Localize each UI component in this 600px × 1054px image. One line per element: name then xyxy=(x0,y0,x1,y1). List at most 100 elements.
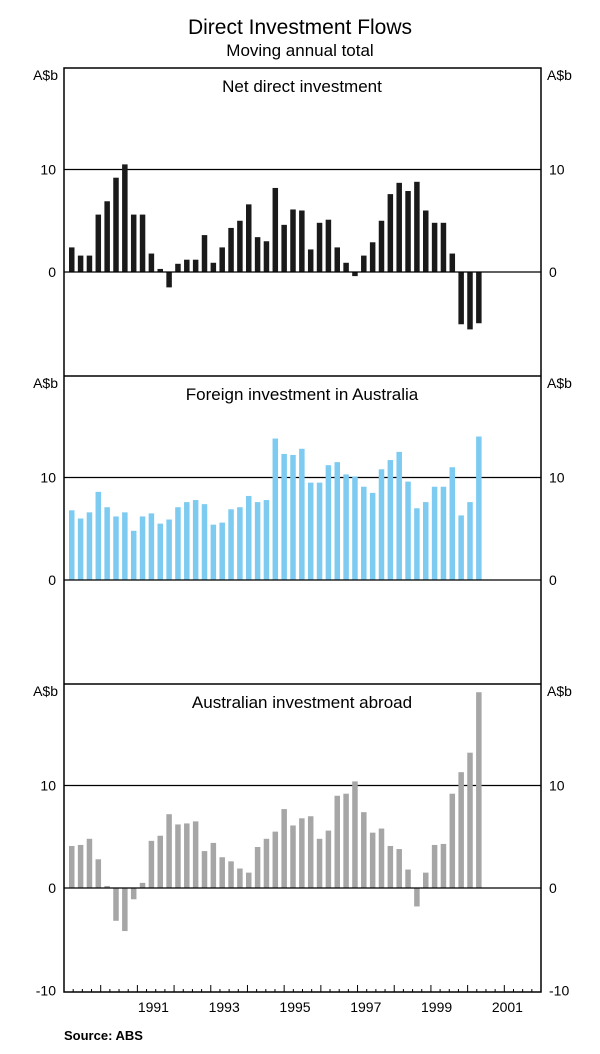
unit-label-right: A$b xyxy=(547,375,572,391)
panel-title: Net direct investment xyxy=(222,77,382,96)
bar xyxy=(307,249,314,272)
bar xyxy=(139,516,146,580)
unit-label-left: A$b xyxy=(33,683,58,699)
bar xyxy=(281,453,287,581)
bar xyxy=(361,255,367,272)
bar xyxy=(254,847,261,888)
bar xyxy=(476,436,482,580)
bar xyxy=(157,523,163,581)
bar xyxy=(467,272,473,330)
bar xyxy=(104,885,110,888)
chart-title: Direct Investment Flows xyxy=(188,16,412,39)
bar xyxy=(77,255,84,272)
unit-label-right: A$b xyxy=(547,67,572,83)
y-tick-right: 10 xyxy=(549,470,565,486)
bar xyxy=(148,253,155,272)
bar xyxy=(246,872,252,889)
bar xyxy=(307,482,314,581)
bar xyxy=(246,204,252,272)
bar xyxy=(476,692,482,889)
bar xyxy=(228,861,234,888)
bar xyxy=(440,222,447,272)
bar xyxy=(69,247,75,272)
bar xyxy=(263,241,270,272)
bar xyxy=(405,191,411,272)
bar xyxy=(467,752,473,888)
panel-title: Australian investment abroad xyxy=(192,693,412,712)
bar xyxy=(219,522,225,580)
bar xyxy=(458,772,464,888)
bar xyxy=(378,828,385,888)
bar xyxy=(157,835,163,888)
bar xyxy=(281,809,287,888)
bar xyxy=(263,838,270,888)
bar xyxy=(299,818,305,888)
y-tick-right: 10 xyxy=(549,778,565,794)
bar xyxy=(290,825,296,888)
bar xyxy=(272,187,279,272)
bar xyxy=(431,222,438,272)
panel-title: Foreign investment in Australia xyxy=(186,385,419,404)
bar xyxy=(405,481,411,580)
bar xyxy=(316,222,323,272)
bar xyxy=(210,842,217,888)
bar xyxy=(396,451,402,581)
bar xyxy=(272,831,279,889)
bar xyxy=(86,512,93,580)
bar xyxy=(69,510,75,580)
bar xyxy=(86,838,93,888)
bar xyxy=(254,237,261,272)
bar xyxy=(449,253,456,272)
bar xyxy=(378,220,385,272)
bar xyxy=(175,263,181,272)
bar xyxy=(414,508,420,580)
y-tick-right: 0 xyxy=(549,572,557,588)
bar xyxy=(440,486,447,580)
bar xyxy=(139,882,146,889)
chart-subtitle: Moving annual total xyxy=(226,41,373,60)
x-tick-label: 1999 xyxy=(421,999,452,1015)
bar xyxy=(458,272,464,325)
bar xyxy=(148,513,155,581)
y-tick-left: 10 xyxy=(40,778,56,794)
bar xyxy=(387,460,394,580)
bar xyxy=(361,486,367,580)
bar xyxy=(396,849,402,888)
bar xyxy=(405,869,411,888)
bar xyxy=(210,262,217,272)
bar xyxy=(184,502,190,580)
bar xyxy=(476,272,482,324)
y-tick-left: -10 xyxy=(36,983,56,999)
panels-group: A$b A$b Net direct investment 10 10 0 0 A$b A$b F… xyxy=(33,67,572,1015)
bar xyxy=(387,845,394,888)
bar xyxy=(113,177,119,272)
bar xyxy=(369,242,376,272)
bar xyxy=(246,495,252,580)
bar xyxy=(95,491,102,580)
bar xyxy=(113,888,119,921)
x-tick-label: 1993 xyxy=(209,999,240,1015)
bar xyxy=(263,500,270,580)
bar xyxy=(122,164,128,273)
bar xyxy=(192,259,199,272)
bar xyxy=(166,814,172,888)
bar xyxy=(201,851,208,888)
bar xyxy=(148,840,155,888)
bar xyxy=(104,201,110,272)
bar xyxy=(210,524,217,580)
bar xyxy=(316,482,323,581)
bar xyxy=(77,518,84,580)
bar xyxy=(228,227,234,272)
bar xyxy=(325,219,332,272)
bar xyxy=(122,888,128,932)
bar xyxy=(219,247,225,272)
y-tick-right: 10 xyxy=(549,162,565,178)
bar xyxy=(396,182,402,272)
bar xyxy=(299,210,305,272)
bar xyxy=(69,845,75,888)
bar xyxy=(175,824,181,888)
bar xyxy=(440,843,447,888)
y-tick-right: -10 xyxy=(549,983,569,999)
bar xyxy=(431,844,438,888)
unit-label-left: A$b xyxy=(33,67,58,83)
